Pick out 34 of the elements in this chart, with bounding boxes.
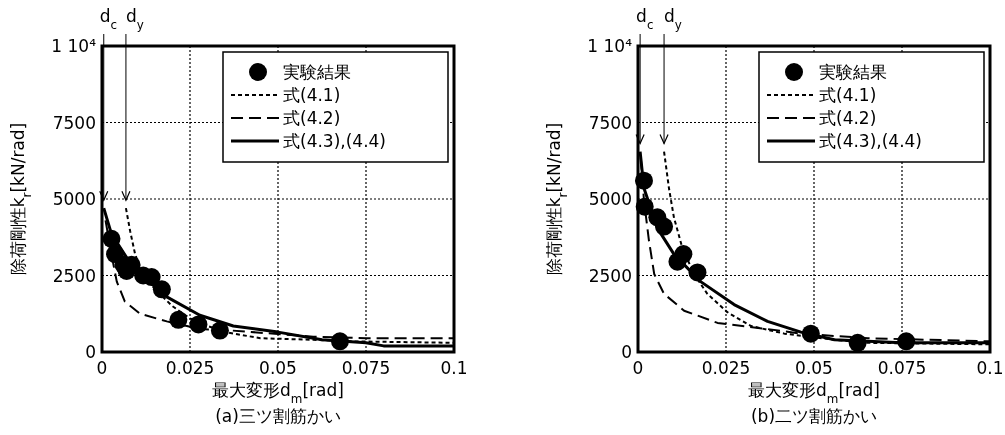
y-tick-label: 5000 xyxy=(52,189,96,209)
x-tick-label: 0.1 xyxy=(440,358,468,378)
y-tick-label: 0 xyxy=(620,342,632,362)
x-axis-title: 最大変形d$_{m}$[rad] xyxy=(747,380,880,406)
legend-label: 式(4.3),(4.4) xyxy=(818,131,922,151)
legend-label: 式(4.1) xyxy=(283,85,341,105)
legend-label: 実験結果 xyxy=(818,62,887,82)
text: (a)三ツ割筋かい xyxy=(215,406,341,426)
x-tick-label: 0.05 xyxy=(259,358,297,378)
x-axis-title: 最大変形d$_{m}$[rad] xyxy=(212,380,344,406)
x-tick-label: 0.075 xyxy=(877,358,926,378)
legend-label: 式(4.3),(4.4) xyxy=(283,131,387,151)
annotation: d$_{y}$ xyxy=(125,6,144,32)
text: (b)二ツ割筋かい xyxy=(750,406,877,426)
legend-label: 実験結果 xyxy=(283,62,351,82)
legend-label: 式(4.2) xyxy=(818,108,876,128)
legend-label: 式(4.1) xyxy=(818,85,876,105)
annotation: d$_{c}$ xyxy=(99,6,118,32)
y-tick-label: 5000 xyxy=(588,189,632,209)
annotation: d$_{y}$ xyxy=(663,6,682,32)
x-tick-label: 0.1 xyxy=(975,358,1004,378)
x-tick-label: 0.075 xyxy=(341,358,391,378)
y-tick-label: 2500 xyxy=(52,265,96,286)
y-tick-label: 1 10⁴ xyxy=(586,36,632,56)
legend-label: 式(4.2) xyxy=(283,108,341,128)
y-tick-label: 2500 xyxy=(588,265,632,286)
y-tick-label: 7500 xyxy=(52,112,96,133)
x-tick-label: 0.025 xyxy=(165,358,215,378)
x-tick-label: 0.025 xyxy=(701,358,750,378)
x-tick-label: 0.05 xyxy=(794,358,833,378)
y-tick-label: 0 xyxy=(85,342,96,362)
y-tick-label: 7500 xyxy=(588,112,632,133)
annotation: d$_{c}$ xyxy=(635,6,653,32)
y-tick-label: 1 10⁴ xyxy=(51,36,97,56)
